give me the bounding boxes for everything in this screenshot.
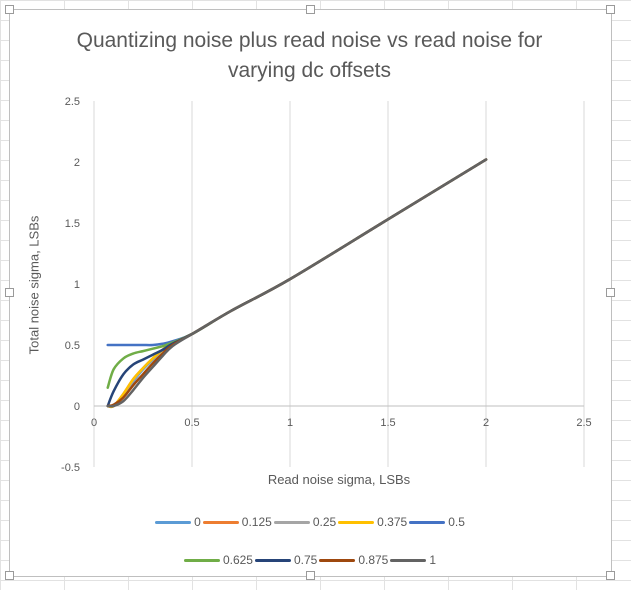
chart-area[interactable]	[9, 9, 612, 577]
legend-label: 0.625	[222, 553, 253, 567]
series-line-0-25	[106, 158, 488, 409]
y-tick-label: 0.5	[65, 340, 80, 352]
resize-handle-top-left[interactable]	[5, 5, 14, 14]
legend-swatch	[390, 558, 427, 562]
x-tick-label: 0	[91, 417, 97, 429]
legend-entry: 0.25	[273, 515, 337, 529]
chart-title-line-1: Quantizing noise plus read noise vs read…	[76, 29, 543, 52]
x-tick-label: 1.5	[380, 417, 395, 429]
series-line-0-125	[106, 158, 488, 409]
legend-swatch	[338, 520, 375, 524]
legend-label: 0.5	[448, 515, 465, 529]
y-tick-label: 1.5	[65, 218, 80, 230]
gridlines	[191, 101, 585, 467]
y-tick-label: 2.5	[65, 96, 80, 108]
y-tick-label: 0	[74, 401, 80, 413]
series-line-1	[106, 158, 488, 408]
resize-handle-middle-left[interactable]	[5, 288, 14, 297]
legend: 0 0.125 0.25 0.375 0.5 0.625 0.75 0.875 1	[60, 515, 560, 567]
series-line-0-375	[106, 158, 488, 409]
chart-title: Quantizing noise plus read noise vs read…	[9, 26, 610, 86]
legend-label: 0.125	[241, 515, 272, 529]
legend-swatch	[273, 520, 310, 524]
y-tick-label: -0.5	[61, 462, 80, 474]
legend-swatch	[409, 520, 446, 524]
chart-title-line-2: varying dc offsets	[227, 59, 392, 82]
legend-entry: 0.75	[254, 553, 318, 567]
x-tick-label: 2.5	[576, 417, 591, 429]
legend-entry: 1	[390, 553, 436, 567]
legend-label: 0.375	[377, 515, 408, 529]
legend-entry: 0.375	[338, 515, 407, 529]
tick-labels: 0 0.5 1 1.5 2 2.5 -0.5 0 0.5 1 1.5 2 2.5	[61, 96, 592, 474]
resize-handle-bottom-center[interactable]	[306, 571, 315, 580]
legend-label: 0	[194, 515, 201, 529]
legend-label: 0.75	[293, 553, 318, 567]
legend-entry: 0.875	[319, 553, 388, 567]
series-lines	[106, 158, 488, 409]
resize-handle-top-right[interactable]	[606, 5, 615, 14]
legend-entry: 0.125	[202, 515, 272, 529]
y-tick-label: 2	[74, 157, 80, 169]
resize-handle-bottom-left[interactable]	[5, 571, 14, 580]
x-axis-title: Read noise sigma, LSBs	[267, 472, 411, 487]
y-tick-label: 1	[74, 279, 80, 291]
series-line-0-5	[106, 158, 488, 347]
legend-label: 0.875	[358, 553, 389, 567]
legend-entry: 0.5	[409, 515, 465, 529]
series-line-0-75	[106, 158, 488, 408]
legend-swatch	[155, 520, 192, 524]
axes	[93, 101, 584, 467]
resize-handle-top-center[interactable]	[306, 5, 315, 14]
legend-swatch	[202, 520, 239, 524]
legend-swatch	[254, 558, 291, 562]
series-line-0	[106, 158, 488, 408]
x-tick-label: 0.5	[184, 417, 199, 429]
legend-label: 1	[429, 553, 437, 567]
legend-entry: 0.625	[183, 553, 253, 567]
legend-label: 0.25	[312, 515, 337, 529]
x-tick-label: 2	[483, 417, 489, 429]
x-tick-label: 1	[287, 417, 293, 429]
legend-swatch	[183, 558, 220, 562]
legend-entry: 0	[155, 515, 201, 529]
resize-handle-bottom-right[interactable]	[606, 571, 615, 580]
legend-swatch	[319, 558, 356, 562]
series-line-0-875	[106, 158, 488, 408]
resize-handle-middle-right[interactable]	[606, 288, 615, 297]
